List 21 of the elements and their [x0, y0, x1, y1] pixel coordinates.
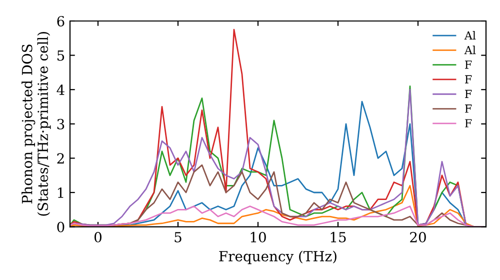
- legend-label: F: [465, 90, 472, 98]
- legend-label: F: [465, 75, 472, 84]
- y-tick-label: 6: [57, 16, 64, 26]
- y-axis-title: Phonon projected DOS (States/THz·primitive cell): [22, 32, 51, 216]
- y-tick-label: 4: [56, 84, 64, 95]
- legend-label: Al: [464, 31, 476, 40]
- legend-label: F: [465, 119, 472, 128]
- y-tick-label: 2: [57, 153, 64, 164]
- x-axis-title: Frequency (THz): [219, 250, 336, 264]
- x-tick-label: 20: [410, 232, 426, 242]
- x-tick-label: 0: [94, 232, 102, 242]
- legend-label: F: [465, 60, 472, 69]
- legend-label: Al: [464, 46, 476, 54]
- legend-label: F: [465, 104, 472, 113]
- y-tick-label: 3: [57, 118, 64, 130]
- y-tick-label: 1: [58, 187, 64, 198]
- y-tick-label: 5: [57, 50, 64, 61]
- x-tick-label: 10: [250, 232, 266, 242]
- x-tick-label: 15: [330, 232, 346, 242]
- y-tick-label: 0: [57, 222, 64, 232]
- x-tick-label: 5: [174, 232, 182, 242]
